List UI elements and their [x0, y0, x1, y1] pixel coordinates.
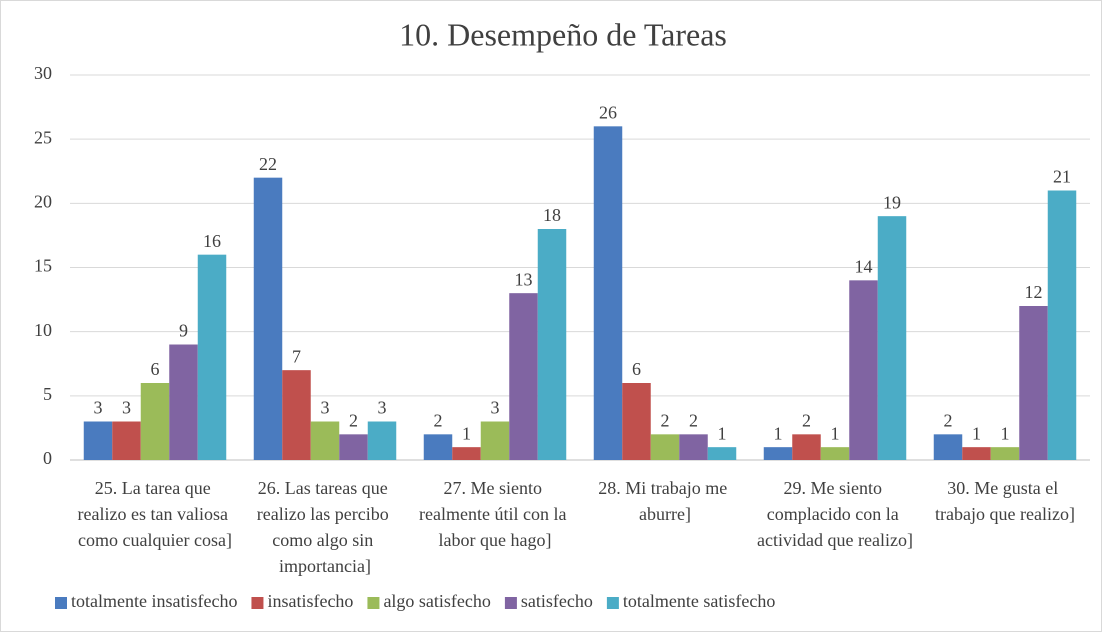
legend-swatch — [606, 597, 619, 609]
y-tick-label: 5 — [43, 384, 52, 404]
legend-label: insatisfecho — [267, 591, 353, 611]
bar — [849, 280, 878, 460]
x-tick-label: 28. Mi trabajo me aburre] — [598, 478, 731, 524]
x-tick-label: 26. Las tareas que realizo las percibo c… — [257, 478, 393, 576]
bar — [197, 254, 227, 460]
legend-label: algo satisfecho — [383, 591, 490, 611]
bar — [83, 421, 113, 460]
data-label: 22 — [259, 154, 277, 174]
bar — [990, 447, 1020, 460]
bar — [933, 434, 963, 460]
bar — [877, 216, 907, 460]
y-tick-label: 15 — [34, 256, 52, 276]
data-label: 6 — [151, 359, 160, 379]
legend-label: satisfecho — [521, 591, 593, 611]
bar — [452, 447, 481, 460]
legend-swatch — [251, 597, 264, 609]
legend-label: totalmente insatisfecho — [71, 591, 237, 611]
y-tick-label: 0 — [43, 448, 52, 468]
bar — [1047, 190, 1077, 460]
data-label: 26 — [599, 102, 617, 122]
bar — [509, 293, 538, 460]
bar — [480, 421, 510, 460]
data-label: 19 — [883, 192, 901, 212]
bar — [367, 421, 397, 460]
data-label: 1 — [462, 423, 471, 443]
data-label: 2 — [944, 410, 953, 430]
y-tick-label: 25 — [34, 127, 52, 147]
bar — [537, 229, 567, 460]
x-tick-label: 25. La tarea que realizo es tan valiosa … — [78, 478, 233, 550]
bar — [169, 344, 198, 460]
bar — [593, 126, 623, 460]
data-label: 16 — [203, 231, 221, 251]
bar — [112, 421, 141, 460]
bar — [622, 383, 651, 460]
chart-title: 10. Desempeño de Tareas — [399, 16, 727, 52]
data-label: 1 — [831, 423, 840, 443]
legend-swatch — [504, 597, 517, 609]
data-label: 3 — [491, 398, 500, 418]
data-label: 7 — [292, 346, 301, 366]
x-tick-label: 27. Me siento realmente útil con la labo… — [419, 478, 571, 550]
data-label: 1 — [1001, 423, 1010, 443]
data-label: 12 — [1025, 282, 1043, 302]
data-label: 13 — [515, 269, 533, 289]
legend-swatch — [55, 597, 67, 609]
bar — [650, 434, 680, 460]
y-tick-label: 30 — [34, 63, 52, 83]
bar — [282, 370, 311, 460]
data-label: 2 — [802, 410, 811, 430]
bar — [423, 434, 453, 460]
data-label: 2 — [434, 410, 443, 430]
bar — [820, 447, 850, 460]
bar — [339, 434, 368, 460]
bar — [310, 421, 340, 460]
y-tick-label: 10 — [34, 320, 52, 340]
x-tick-label: 30. Me gusta el trabajo que realizo] — [935, 478, 1075, 524]
data-label: 9 — [179, 321, 188, 341]
bar — [679, 434, 708, 460]
legend-swatch — [367, 597, 380, 609]
legend-label: totalmente satisfecho — [623, 591, 775, 611]
data-label: 3 — [378, 398, 387, 418]
data-label: 14 — [855, 256, 873, 276]
data-label: 2 — [689, 410, 698, 430]
data-label: 1 — [774, 423, 783, 443]
bar — [1019, 306, 1048, 460]
data-label: 6 — [632, 359, 641, 379]
bar — [707, 447, 737, 460]
data-label: 18 — [543, 205, 561, 225]
bar — [140, 383, 170, 460]
y-tick-label: 20 — [34, 191, 52, 211]
data-label: 1 — [972, 423, 981, 443]
data-label: 3 — [94, 398, 103, 418]
bar — [763, 447, 793, 460]
bar — [253, 177, 283, 460]
bar — [962, 447, 991, 460]
data-label: 1 — [718, 423, 727, 443]
data-label: 3 — [122, 398, 131, 418]
data-label: 2 — [349, 410, 358, 430]
bar — [792, 434, 821, 460]
data-label: 2 — [661, 410, 670, 430]
data-label: 3 — [321, 398, 330, 418]
data-label: 21 — [1053, 167, 1071, 187]
x-tick-label: 29. Me siento complacido con la activida… — [757, 478, 913, 550]
